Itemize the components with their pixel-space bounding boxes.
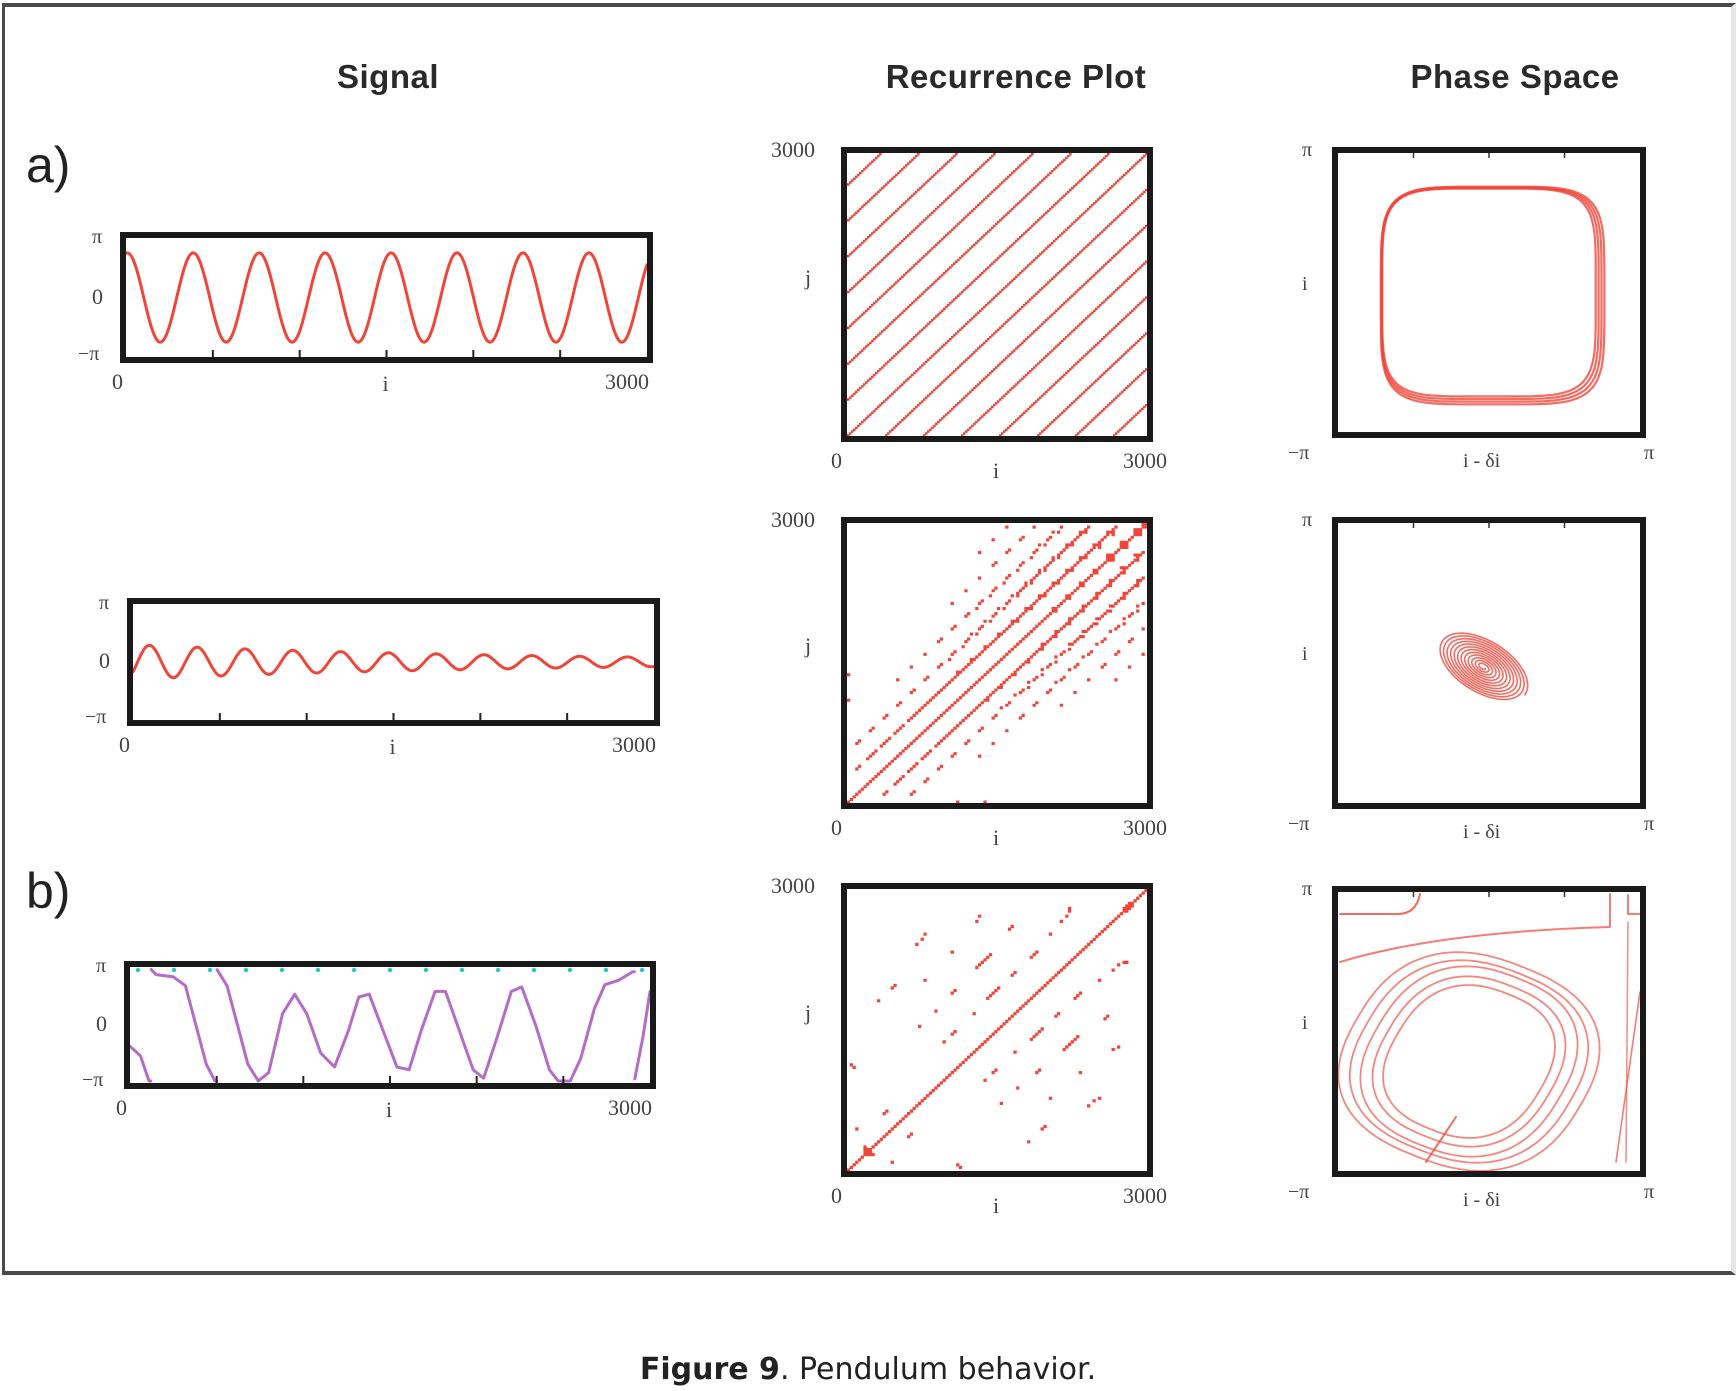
rp-y-label-j: j	[805, 1000, 812, 1025]
rp-x-label-i: i	[993, 1193, 1000, 1218]
phase-space-plot-b	[1332, 886, 1646, 1177]
signal-plot-a2-canvas	[133, 643, 654, 720]
signal-y-tick-neg-pi: −π	[82, 1069, 104, 1091]
signal-plot-a1-canvas	[126, 251, 647, 357]
signal-y-tick-pi: π	[99, 592, 110, 614]
rp-x-tick-0: 0	[831, 815, 842, 840]
signal-x-label-i: i	[382, 371, 389, 396]
signal-y-tick-pi: π	[96, 955, 107, 977]
rp-y-tick-3000: 3000	[771, 507, 815, 532]
column-title-phase-space: Phase Space	[1410, 58, 1620, 95]
phase-y-tick-pi: π	[1302, 509, 1313, 531]
signal-x-tick-3000: 3000	[608, 1095, 652, 1120]
panel-label-b: b)	[26, 863, 71, 919]
signal-x-tick-0: 0	[112, 369, 123, 394]
recurrence-plot-b	[841, 883, 1153, 1177]
phase-x-tick-neg-pi: −π	[1288, 442, 1310, 464]
caption-text: . Pendulum behavior.	[779, 1352, 1097, 1387]
signal-plot-b	[124, 961, 656, 1089]
phase-y-tick-pi: π	[1302, 139, 1313, 161]
phase-x-label-delta: i - δi	[1463, 1189, 1501, 1211]
column-title-signal: Signal	[336, 58, 440, 95]
recurrence-plot-b-canvas	[847, 889, 1147, 1171]
rp-y-tick-3000: 3000	[771, 137, 815, 162]
phase-y-label-i: i	[1302, 643, 1308, 665]
signal-y-tick-zero: 0	[96, 1011, 107, 1036]
phase-x-tick-pi: π	[1644, 813, 1655, 835]
phase-x-label-delta: i - δi	[1463, 450, 1501, 472]
signal-y-tick-zero: 0	[92, 283, 103, 309]
rp-y-label-j: j	[805, 633, 812, 658]
recurrence-plot-a2	[841, 517, 1153, 809]
phase-y-label-i: i	[1302, 1011, 1308, 1034]
recurrence-plot-a1	[841, 147, 1153, 442]
signal-x-label-i: i	[386, 1097, 393, 1122]
column-title-recurrence-plot: Recurrence Plot	[885, 58, 1147, 95]
signal-plot-b-canvas	[130, 967, 650, 1083]
phase-y-label-i: i	[1302, 272, 1308, 295]
signal-y-tick-neg-pi: −π	[85, 706, 107, 728]
rp-x-tick-3000: 3000	[1123, 448, 1167, 473]
signal-y-tick-neg-pi: −π	[78, 343, 100, 365]
rp-y-label-j: j	[805, 264, 812, 290]
recurrence-plot-a2-canvas	[847, 523, 1147, 803]
signal-y-tick-pi: π	[92, 226, 103, 248]
rp-x-tick-0: 0	[831, 1183, 842, 1208]
rp-x-label-i: i	[993, 458, 1000, 483]
phase-space-plot-a2-canvas	[1412, 523, 1566, 701]
panel-label-a: a)	[26, 137, 71, 193]
recurrence-plot-a1-canvas	[847, 153, 1147, 436]
signal-x-label-i: i	[389, 734, 396, 759]
phase-space-plot-a1-canvas	[1379, 153, 1606, 406]
signal-plot-a1	[120, 232, 653, 363]
phase-x-tick-neg-pi: −π	[1288, 1181, 1310, 1203]
phase-x-tick-neg-pi: −π	[1288, 813, 1310, 835]
phase-space-plot-b-canvas	[1338, 892, 1640, 1171]
signal-plot-a2	[127, 598, 660, 726]
phase-space-plot-a2	[1332, 517, 1646, 809]
signal-y-tick-zero: 0	[99, 648, 110, 673]
signal-x-tick-0: 0	[119, 732, 130, 757]
rp-x-tick-0: 0	[831, 448, 842, 473]
rp-y-tick-3000: 3000	[771, 873, 815, 898]
figure-caption: Figure 9. Pendulum behavior.	[0, 1352, 1736, 1387]
phase-y-tick-pi: π	[1302, 878, 1313, 900]
signal-x-tick-3000: 3000	[605, 369, 649, 394]
rp-x-label-i: i	[993, 825, 1000, 850]
signal-x-tick-0: 0	[116, 1095, 127, 1120]
phase-x-label-delta: i - δi	[1463, 821, 1501, 843]
phase-space-plot-a1	[1332, 147, 1646, 438]
phase-x-tick-pi: π	[1644, 1181, 1655, 1203]
phase-x-tick-pi: π	[1644, 442, 1655, 464]
signal-x-tick-3000: 3000	[612, 732, 656, 757]
caption-figure-number: Figure 9	[639, 1352, 780, 1387]
rp-x-tick-3000: 3000	[1123, 815, 1167, 840]
rp-x-tick-3000: 3000	[1123, 1183, 1167, 1208]
